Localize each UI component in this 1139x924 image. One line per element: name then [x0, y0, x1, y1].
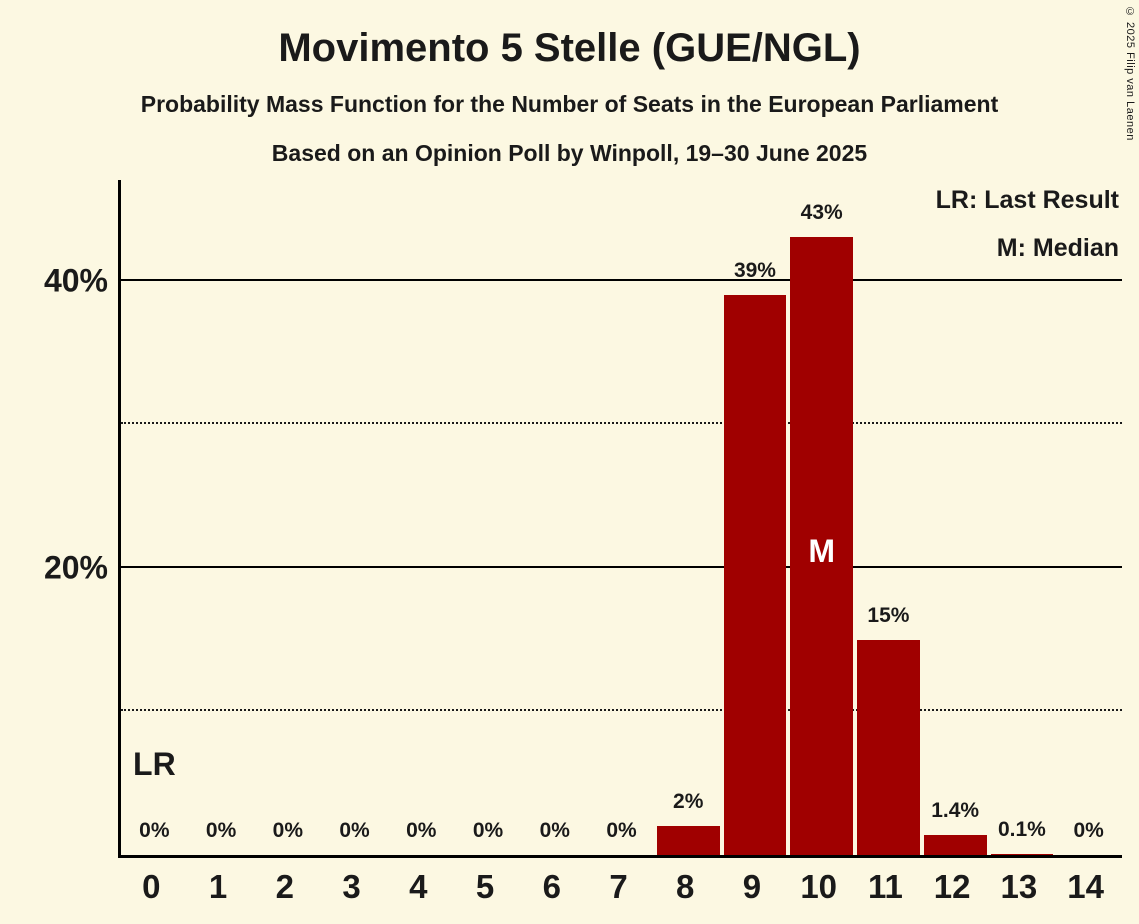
value-label-seat-9: 39%: [733, 258, 776, 282]
x-axis-label-seat-9: 9: [742, 868, 762, 905]
value-label-seat-10: 43%: [800, 201, 843, 225]
value-label-seat-6: 0%: [539, 819, 570, 842]
value-label-seat-12: 1.4%: [931, 798, 980, 822]
value-label-seat-1: 0%: [205, 819, 237, 842]
x-axis-label-seat-2: 2: [275, 868, 295, 905]
value-label-seat-5: 0%: [472, 819, 504, 842]
x-axis-label-seat-7: 7: [609, 868, 628, 905]
y-axis-label-20%: 20%: [43, 549, 108, 586]
x-axis-label-seat-3: 3: [342, 868, 361, 905]
last-result-marker: LR: [133, 746, 176, 782]
x-axis-label-seat-0: 0: [142, 868, 161, 905]
bar-seat-12: [923, 834, 987, 855]
value-label-seat-7: 0%: [606, 819, 637, 842]
bar-seat-11: [857, 639, 920, 855]
value-label-seat-13: 0.1%: [997, 817, 1046, 841]
gridline-solid-20: [121, 565, 1122, 568]
bar-seat-13: [990, 853, 1054, 855]
x-axis-label-seat-13: 13: [1000, 868, 1038, 905]
value-label-seat-14: 0%: [1073, 819, 1104, 842]
gridline-solid-40: [121, 278, 1122, 281]
y-axis-label-40%: 40%: [43, 262, 108, 299]
value-label-seat-2: 0%: [272, 819, 304, 842]
value-label-seat-4: 0%: [406, 819, 437, 842]
value-label-seat-0: 0%: [139, 819, 170, 842]
legend-last-result: LR: Last Result: [935, 186, 1119, 214]
x-axis-label-seat-4: 4: [409, 868, 428, 905]
median-marker: M: [808, 533, 836, 569]
x-axis-label-seat-10: 10: [800, 868, 838, 905]
bar-seat-10: [790, 237, 854, 855]
plot-area: 0% 0% 0% 0% 0% 0% 0% 0% 2% 39% 43% 15% 1.4% 0.1% 0% M LR: [118, 180, 1122, 858]
bar-seat-8: [656, 826, 720, 855]
chart-subtitle: Probability Mass Function for the Number…: [140, 91, 999, 117]
gridline-dotted-10: [121, 709, 1122, 712]
value-label-seat-11: 15%: [867, 603, 910, 627]
x-axis-label-seat-12: 12: [933, 868, 971, 905]
x-axis-label-seat-1: 1: [208, 868, 228, 905]
bar-seat-9: [723, 294, 787, 855]
value-label-seat-8: 2%: [673, 790, 704, 814]
x-axis-label-seat-11: 11: [867, 868, 903, 905]
value-label-seat-3: 0%: [339, 819, 370, 842]
x-axis-label-seat-14: 14: [1067, 868, 1104, 905]
legend-median: M: Median: [996, 234, 1119, 262]
chart-title: Movimento 5 Stelle (GUE/NGL): [278, 26, 861, 70]
copyright-note: © 2025 Filip van Laenen: [1124, 6, 1136, 141]
x-axis-label-seat-5: 5: [475, 868, 495, 905]
x-axis-label-seat-8: 8: [676, 868, 695, 905]
x-axis-label-seat-6: 6: [542, 868, 561, 905]
chart-subtitle-poll: Based on an Opinion Poll by Winpoll, 19–…: [271, 140, 868, 166]
gridline-dotted-30: [121, 422, 1122, 425]
